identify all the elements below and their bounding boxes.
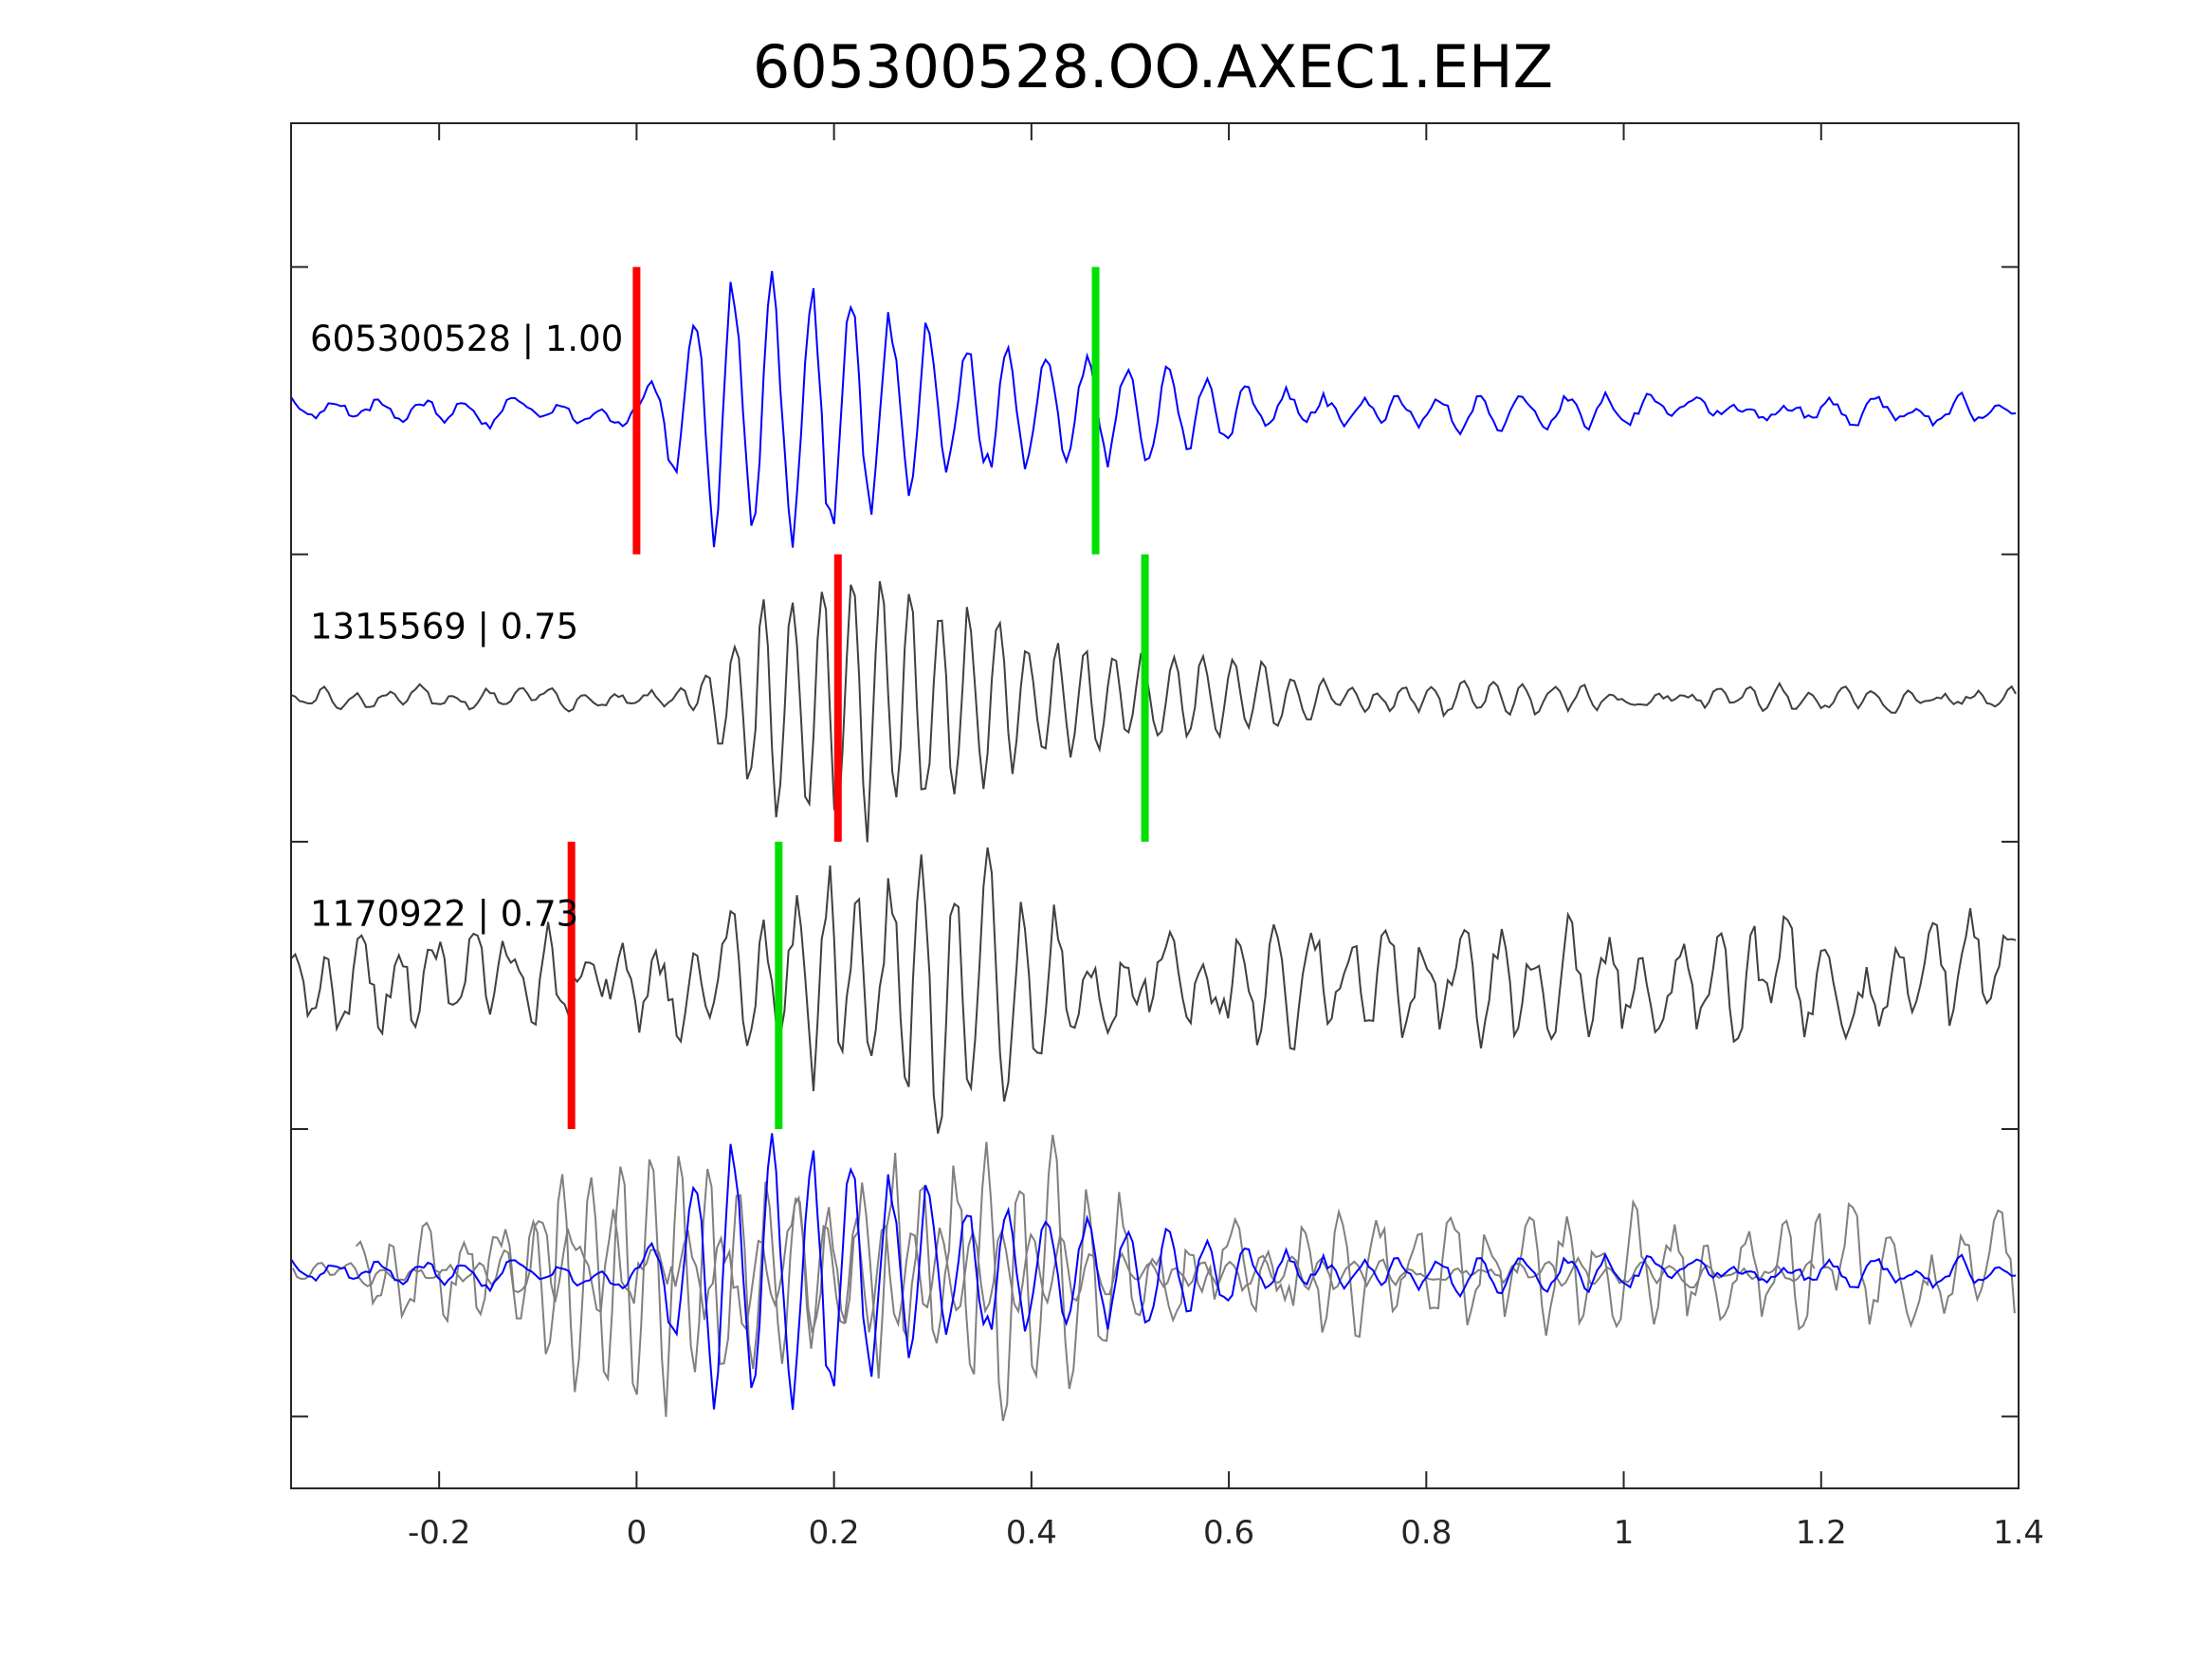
axes-group: -0.2 0 0.2 0.4 0.6 0.8 1 1.2 1.4 bbox=[291, 123, 2044, 1552]
trace-label-1170922: 1170922 | 0.73 bbox=[310, 893, 578, 934]
x-tick-label: 1 bbox=[1614, 1514, 1635, 1552]
x-tick-label: 0.4 bbox=[1006, 1514, 1057, 1552]
x-tick-label: 0.6 bbox=[1203, 1514, 1254, 1552]
x-tick-label: 0.2 bbox=[809, 1514, 860, 1552]
waveform-1315569 bbox=[290, 581, 2017, 843]
chart-title: 605300528.OO.AXEC1.EHZ bbox=[753, 32, 1553, 101]
x-tick-label: -0.2 bbox=[408, 1514, 470, 1552]
x-tick-label: 1.4 bbox=[1993, 1514, 2044, 1552]
x-tick-label: 1.2 bbox=[1796, 1514, 1847, 1552]
plot-frame bbox=[290, 122, 2020, 1489]
trace-labels: 605300528 | 1.00 1315569 | 0.75 1170922 | … bbox=[310, 319, 623, 934]
overlay-waveform-605300528 bbox=[290, 1133, 2017, 1411]
trace-label-605300528: 605300528 | 1.00 bbox=[310, 319, 623, 359]
waveform-605300528 bbox=[290, 270, 2017, 548]
waveform-1170922 bbox=[290, 847, 2017, 1134]
overlay-waveform-1170922 bbox=[355, 1134, 2016, 1422]
trace-label-1315569: 1315569 | 0.75 bbox=[310, 606, 578, 647]
overlay-waveform-1315569 bbox=[291, 1156, 1816, 1417]
traces-group bbox=[290, 270, 2017, 1422]
x-tick-label: 0 bbox=[627, 1514, 648, 1552]
x-tick-label: 0.8 bbox=[1400, 1514, 1452, 1552]
picks-group bbox=[567, 266, 1149, 1130]
